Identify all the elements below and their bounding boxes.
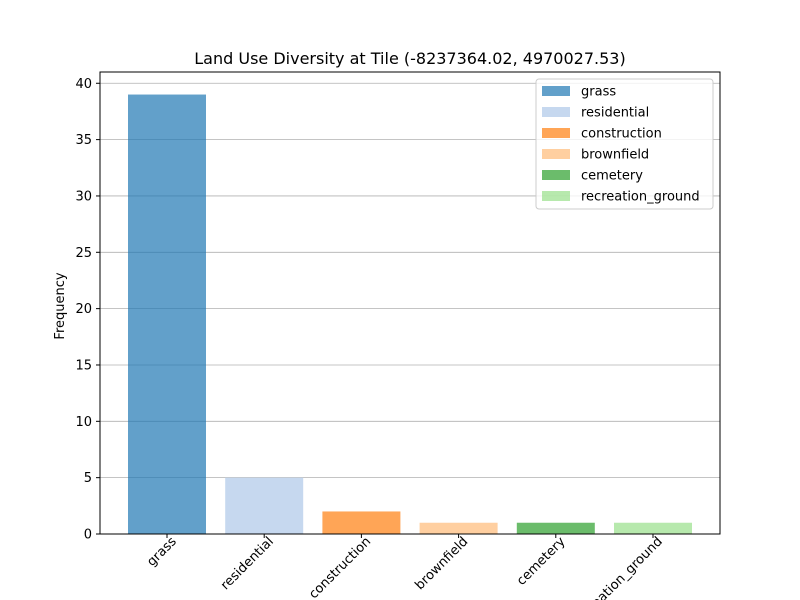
bar-residential [225,477,304,534]
legend-label: grass [581,85,616,100]
legend-swatch [542,128,570,138]
y-tick-label: 5 [84,471,92,486]
bar-brownfield [419,522,498,534]
chart-title: Land Use Diversity at Tile (-8237364.02,… [194,49,625,68]
bar-grass [128,94,206,534]
y-tick-label: 25 [75,246,92,261]
y-axis-label: Frequency [53,272,68,339]
y-tick-label: 0 [84,528,92,543]
legend-swatch [542,170,570,180]
y-tick-label: 30 [75,189,92,204]
bar-recreation_ground [614,522,692,534]
y-tick-label: 35 [75,133,92,148]
bars [128,94,692,534]
legend-label: recreation_ground [581,190,700,205]
y-tick-label: 10 [75,415,92,430]
y-tick-label: 20 [75,302,92,317]
legend-label: construction [581,127,662,142]
legend-swatch [542,191,570,201]
legend-box [535,78,714,210]
legend-label: residential [581,106,649,121]
legend-swatch [542,107,570,117]
legend-label: cemetery [581,169,643,184]
legend-swatch [542,86,570,96]
legend-swatch [542,149,570,159]
legend-label: brownfield [581,148,649,163]
y-tick-label: 40 [75,77,92,92]
y-axis-ticks: 0 5 10 15 20 25 30 35 40 [75,77,100,543]
plot-frame [99,71,721,535]
bar-cemetery [516,522,595,534]
y-tick-label: 15 [75,358,92,373]
legend: grass residential construction brownfield ce… [535,78,714,210]
bar-construction [322,511,401,534]
